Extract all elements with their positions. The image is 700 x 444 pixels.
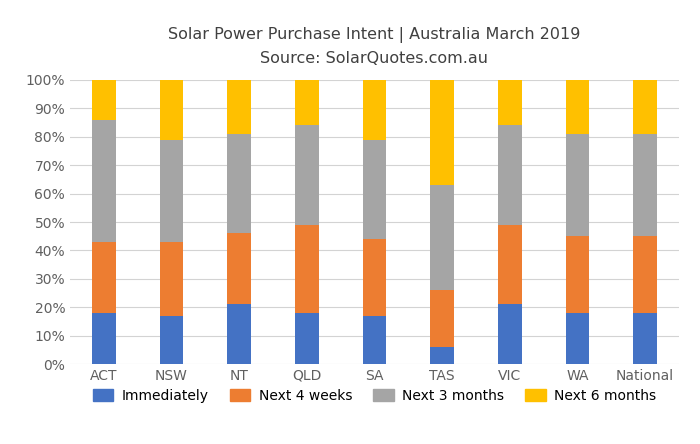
Bar — [92, 313, 116, 364]
Bar — [228, 134, 251, 234]
Bar — [634, 313, 657, 364]
Bar — [363, 139, 386, 239]
Bar — [92, 120, 116, 242]
Bar — [92, 242, 116, 313]
Bar — [295, 225, 318, 313]
Bar — [228, 234, 251, 305]
Bar — [634, 236, 657, 313]
Bar — [430, 347, 454, 364]
Bar — [498, 80, 522, 125]
Bar — [566, 236, 589, 313]
Bar — [498, 225, 522, 305]
Bar — [430, 290, 454, 347]
Bar — [430, 185, 454, 290]
Bar — [92, 80, 116, 120]
Bar — [363, 80, 386, 139]
Bar — [228, 80, 251, 134]
Bar — [228, 305, 251, 364]
Bar — [160, 242, 183, 316]
Bar — [160, 80, 183, 139]
Bar — [566, 313, 589, 364]
Bar — [160, 316, 183, 364]
Bar — [498, 305, 522, 364]
Bar — [566, 80, 589, 134]
Bar — [634, 80, 657, 134]
Title: Solar Power Purchase Intent | Australia March 2019
Source: SolarQuotes.com.au: Solar Power Purchase Intent | Australia … — [168, 27, 581, 66]
Bar — [498, 125, 522, 225]
Bar — [566, 134, 589, 236]
Bar — [295, 80, 318, 125]
Bar — [295, 313, 318, 364]
Bar — [430, 80, 454, 185]
Legend: Immediately, Next 4 weeks, Next 3 months, Next 6 months: Immediately, Next 4 weeks, Next 3 months… — [87, 383, 662, 408]
Bar — [363, 316, 386, 364]
Bar — [160, 139, 183, 242]
Bar — [295, 125, 318, 225]
Bar — [634, 134, 657, 236]
Bar — [363, 239, 386, 316]
